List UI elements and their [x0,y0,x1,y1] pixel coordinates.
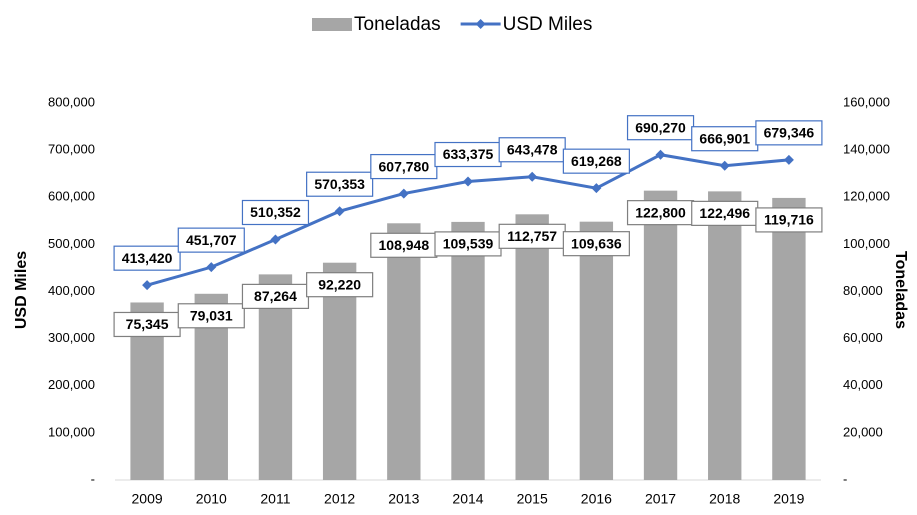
legend-swatch [312,18,352,31]
legend-marker [475,19,486,29]
x-tick-label: 2016 [581,491,612,507]
line-value-label-box [306,171,374,197]
line-value-label: 413,420 [122,250,173,266]
line-value-label-box [241,199,310,226]
x-tick-label: 2011 [260,491,290,507]
y-tick-label: 200,000 [48,377,95,392]
marker [206,262,217,273]
marker [463,176,473,187]
bar-value-label: 112,757 [507,228,557,244]
legend-label: Toneladas [354,14,441,35]
bar [579,221,614,481]
bar [451,221,485,480]
bar-value-label: 122,800 [635,204,686,220]
x-tick-label: 2019 [773,491,804,507]
line-value-label: 570,353 [314,176,365,192]
bar-value-label: 109,636 [571,235,622,251]
marker [142,280,153,291]
x-tick-label: 2015 [517,491,548,507]
y2-tick-label: 60,000 [843,330,883,345]
bar-value-label-box [177,303,245,329]
bar-value-label-box [370,232,438,258]
line-value-label-box [434,141,502,168]
y-tick-label: 800,000 [48,94,95,109]
y2-tick-label: 140,000 [843,142,890,157]
bar [322,262,357,480]
bar-value-label-box [626,200,695,226]
bar [772,197,806,480]
line-value-label: 643,478 [507,141,558,157]
legend-label: USD Miles [503,14,593,35]
line-value-label-box [755,120,823,146]
y-tick-label: 600,000 [48,189,95,204]
bar-value-label: 109,539 [443,236,494,252]
line-value-label-box [113,245,181,271]
bar-value-label: 92,220 [318,276,361,292]
line-value-label: 510,352 [250,204,301,220]
marker [270,234,281,245]
bar-value-label-box [562,231,630,257]
line-value-label-box [370,153,438,180]
y-axis-title: USD Miles [13,251,30,329]
y-tick-label: 300,000 [48,330,95,345]
line-value-label-box [691,126,759,152]
bar-value-label: 119,716 [764,212,814,228]
bar [708,191,742,480]
x-tick-label: 2018 [709,491,740,507]
bar-value-label-box [306,272,374,298]
bar-value-label: 87,264 [254,288,297,304]
line-value-label: 619,268 [571,153,622,169]
line-value-label-box [498,137,566,163]
y2-tick-label: 160,000 [843,94,890,109]
y-tick-label: 100,000 [48,424,95,439]
y-tick-label: 400,000 [48,283,95,298]
marker [527,171,538,182]
y2-tick-label: 20,000 [843,424,883,439]
marker [334,206,345,217]
line-value-label: 666,901 [699,130,750,146]
line-value-label: 679,346 [764,125,815,141]
x-tick-label: 2014 [452,491,483,507]
bar-value-label: 122,496 [699,205,750,221]
x-tick-label: 2013 [388,491,419,507]
line-value-label: 690,270 [635,119,686,135]
y-tick-label: 500,000 [48,236,95,251]
x-tick-label: 2009 [132,491,163,507]
bar-value-label-box [691,200,759,226]
bar-value-label: 75,345 [126,316,169,332]
bar-value-label-box [241,283,310,309]
line-value-label-box [562,148,630,174]
line-value-label-box [177,227,245,253]
y2-axis-title: Toneladas [892,251,909,329]
marker [591,183,602,194]
y-tick-label: 700,000 [48,142,95,157]
bar-value-label-box [755,207,823,233]
x-tick-label: 2012 [324,491,355,507]
y2-tick-label: 80,000 [843,283,883,298]
y-tick-label: - [91,471,95,486]
y2-tick-label: - [843,471,847,486]
marker [719,160,730,171]
line-value-label: 451,707 [186,232,237,248]
bar-value-label: 79,031 [190,307,233,323]
x-tick-label: 2010 [196,491,227,507]
bar [387,223,421,481]
bar-value-label: 108,948 [379,237,430,253]
line-value-label: 607,780 [379,158,430,174]
marker [655,149,666,160]
bar-value-label-box [434,231,502,257]
y2-tick-label: 100,000 [843,236,890,251]
marker [783,154,794,165]
y2-tick-label: 120,000 [843,189,890,204]
bar [515,214,549,480]
marker [398,188,409,199]
x-tick-label: 2017 [645,491,676,507]
bar [643,190,678,480]
bar-value-label-box [113,311,181,338]
line-value-label: 633,375 [443,146,494,162]
y2-tick-label: 40,000 [843,377,883,392]
